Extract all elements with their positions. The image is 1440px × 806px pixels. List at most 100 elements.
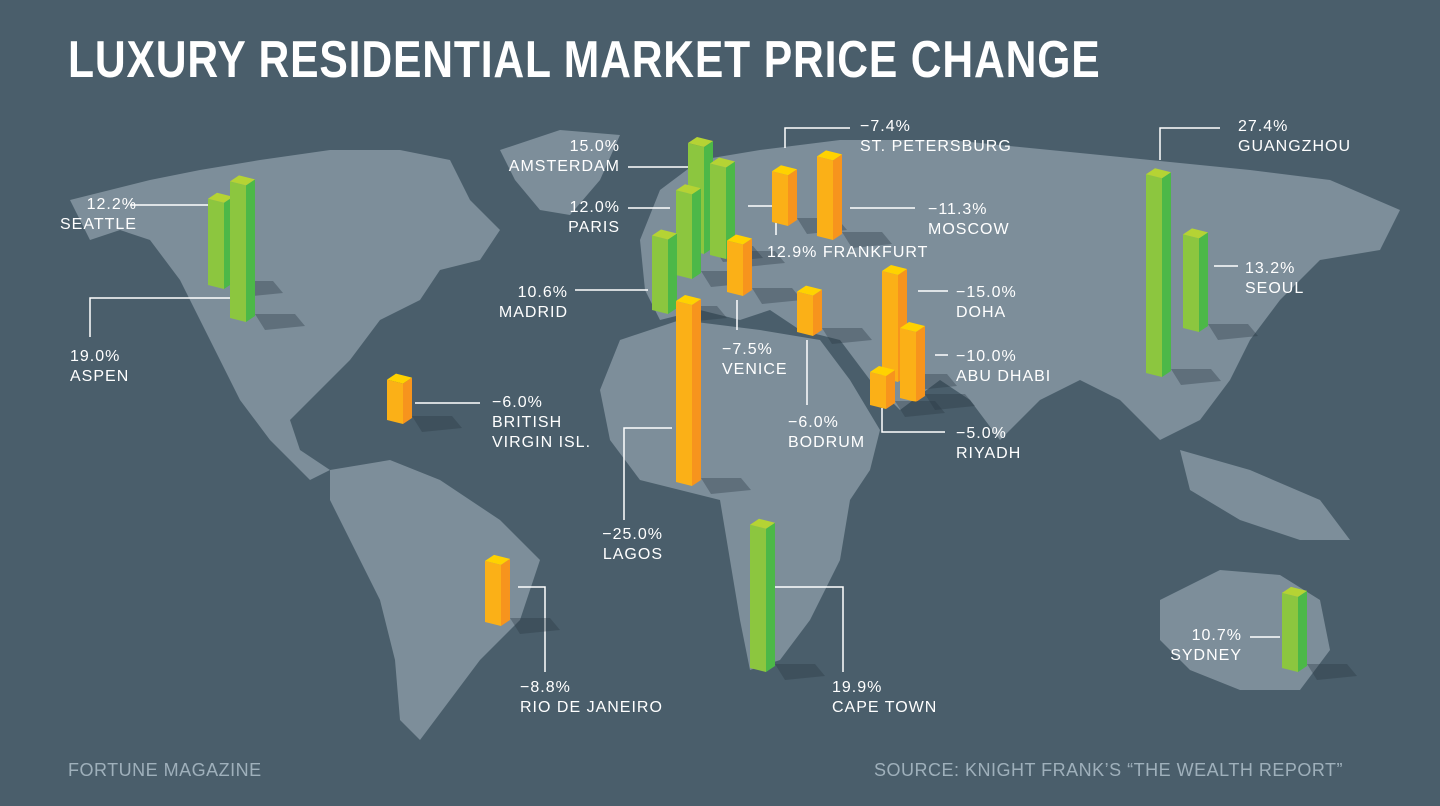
bar-side <box>403 377 412 424</box>
bar-sydney <box>1282 586 1357 680</box>
bar-cape-town <box>750 518 825 680</box>
africa <box>600 320 880 670</box>
bar-shadow <box>701 478 751 494</box>
bar-front <box>676 190 692 279</box>
bar-front <box>750 524 766 672</box>
bar-side <box>788 169 797 226</box>
label-st-petersburg: −7.4% ST. PETERSBURG <box>860 118 1012 155</box>
bar-side <box>886 370 895 409</box>
bar-side <box>833 154 842 240</box>
bar-top <box>710 157 735 168</box>
bar-top <box>882 265 907 275</box>
bar-top <box>870 366 895 376</box>
bar-top <box>676 295 701 305</box>
bar-top <box>772 165 797 176</box>
bar-front <box>230 181 246 322</box>
label-british-virgin-isl: −6.0% BRITISH VIRGIN ISL. <box>492 394 592 451</box>
label-doha: −15.0% DOHA <box>956 284 1017 321</box>
bar-front <box>710 163 726 259</box>
bar-front <box>1282 592 1298 672</box>
bar-top <box>900 322 925 332</box>
footer-credit: FORTUNE MAGAZINE <box>68 760 262 780</box>
bar-british-virgin-isl- <box>387 373 462 432</box>
bar-shadow <box>1208 324 1258 340</box>
bar-shadow <box>510 618 560 634</box>
bar-seoul <box>1183 228 1258 340</box>
label-frankfurt: 12.9% FRANKFURT <box>767 244 929 261</box>
bar-top <box>208 192 233 203</box>
label-rio-de-janeiro: −8.8% RIO DE JANEIRO <box>520 679 663 716</box>
bar-front <box>870 372 886 409</box>
bar-riyadh <box>870 366 945 417</box>
greenland <box>500 130 620 215</box>
bar-front <box>208 198 224 289</box>
bar-abu-dhabi <box>900 322 975 410</box>
label-cape-town: 19.9% CAPE TOWN <box>832 679 938 716</box>
bar-side <box>916 326 925 402</box>
label-lagos: −25.0% LAGOS <box>602 526 663 563</box>
label-abu-dhabi: −10.0% ABU DHABI <box>956 348 1052 385</box>
label-bodrum: −6.0% BODRUM <box>788 414 866 451</box>
south-america <box>330 460 540 740</box>
label-guangzhou: 27.4% GUANGZHOU <box>1238 118 1351 155</box>
bar-venice <box>727 234 802 304</box>
bars <box>208 137 1357 680</box>
bar-side <box>743 238 752 296</box>
bar-side <box>1162 172 1171 377</box>
bar-shadow <box>255 314 305 330</box>
bar-lagos <box>676 295 751 494</box>
bar-front <box>652 235 668 314</box>
bar-top <box>652 229 677 240</box>
north-america <box>70 150 500 480</box>
bar-shadow <box>842 232 892 248</box>
label-seoul: 13.2% SEOUL <box>1245 260 1305 297</box>
label-venice: −7.5% VENICE <box>722 341 788 378</box>
bar-shadow <box>1307 664 1357 680</box>
bar-top <box>1183 228 1208 239</box>
page-title: LUXURY RESIDENTIAL MARKET PRICE CHANGE <box>68 31 1101 89</box>
bar-top <box>1146 168 1171 179</box>
bar-shadow <box>925 394 975 410</box>
bar-side <box>1199 232 1208 332</box>
bar-side <box>692 188 701 279</box>
label-seattle: 12.2% SEATTLE <box>60 196 137 233</box>
bar-front <box>1183 234 1199 332</box>
bar-side <box>501 558 510 626</box>
bar-front <box>1146 174 1162 377</box>
bar-side <box>246 179 255 322</box>
leader-lines <box>89 127 1280 672</box>
southeast-asia <box>1180 450 1350 540</box>
label-riyadh: −5.0% RIYADH <box>956 425 1022 462</box>
bar-front <box>485 560 501 626</box>
bar-top <box>817 150 842 161</box>
bar-moscow <box>817 150 892 248</box>
bar-top <box>750 518 775 529</box>
bar-front <box>676 301 692 486</box>
bar-side <box>692 299 701 486</box>
label-sydney: 10.7% SYDNEY <box>1170 627 1242 664</box>
bar-front <box>900 328 916 402</box>
bar-side <box>766 522 775 672</box>
bar-top <box>727 234 752 245</box>
bar-front <box>772 171 788 226</box>
bar-shadow <box>412 416 462 432</box>
footer-source: SOURCE: KNIGHT FRANK’S “THE WEALTH REPOR… <box>873 760 1343 780</box>
bar-shadow <box>895 401 945 417</box>
label-amsterdam: 15.0% AMSTERDAM <box>508 138 620 175</box>
bar-shadow <box>822 328 872 344</box>
label-madrid: 10.6% MADRID <box>498 284 568 321</box>
bar-top <box>485 554 510 565</box>
bar-rio-de-janeiro <box>485 554 560 634</box>
bar-top <box>688 137 713 147</box>
bar-top <box>230 175 255 186</box>
bar-side <box>726 161 735 259</box>
bar-front <box>387 379 403 424</box>
bar-side <box>813 289 822 336</box>
bar-top <box>797 285 822 296</box>
bar-front <box>817 156 833 240</box>
label-aspen: 19.0% ASPEN <box>70 348 130 385</box>
bar-front <box>727 240 743 296</box>
bar-shadow <box>752 288 802 304</box>
bar-side <box>668 233 677 314</box>
